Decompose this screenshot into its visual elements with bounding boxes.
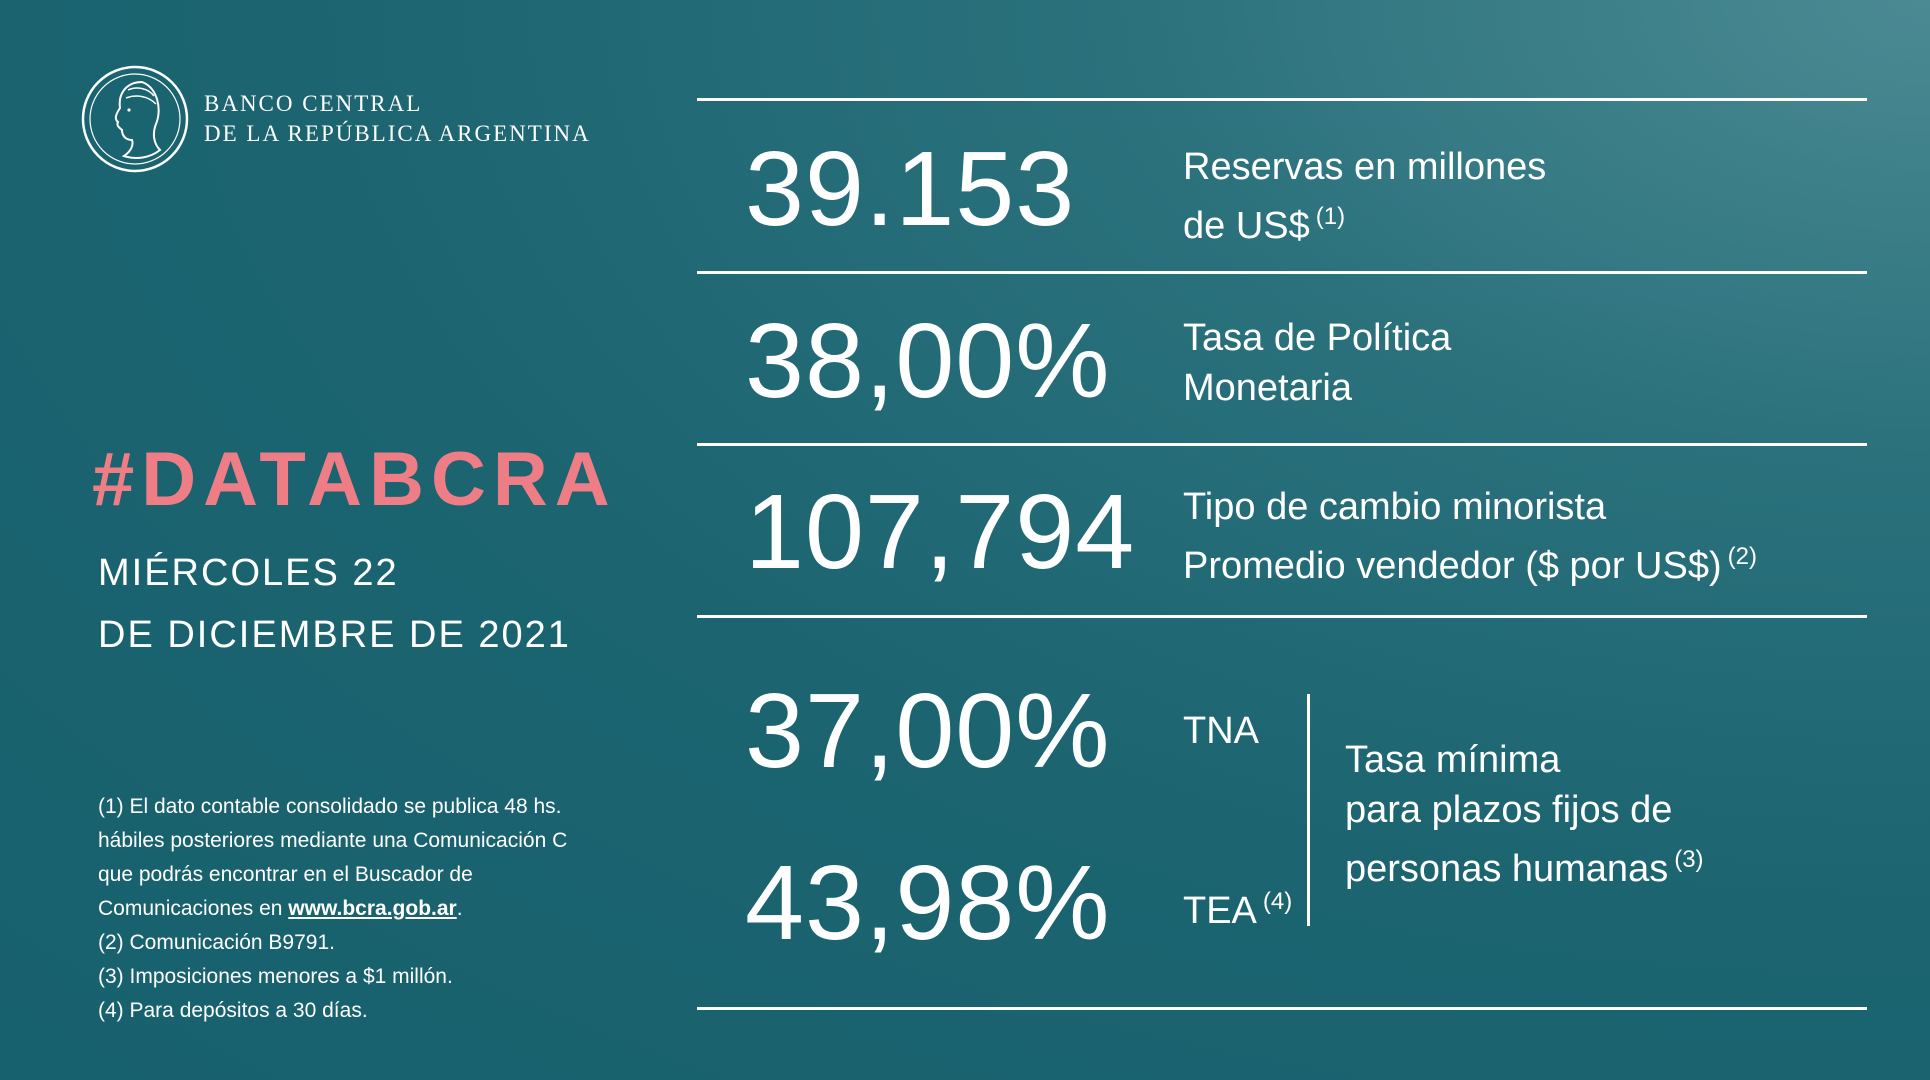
footnote-1-line2: hábiles posteriores mediante una Comunic… <box>98 829 568 852</box>
divider-3 <box>697 443 1867 446</box>
date-line1: MIÉRCOLES 22 <box>98 552 399 594</box>
reservas-label: Reservas en millones de US$ (1) <box>1183 142 1546 251</box>
bank-name: BANCO CENTRAL DE LA REPÚBLICA ARGENTINA <box>204 89 591 149</box>
footnotes: (1) El dato contable consolidado se publ… <box>98 790 567 1028</box>
plazo-fijo-desc-line1: Tasa mínima <box>1345 739 1561 781</box>
bank-name-line1: BANCO CENTRAL <box>204 91 423 116</box>
tna-label: TNA <box>1183 710 1259 752</box>
tipo-cambio-label: Tipo de cambio minorista Promedio vended… <box>1183 482 1757 591</box>
tea-label: TEA (4) <box>1183 888 1293 932</box>
divider-1 <box>697 98 1867 101</box>
divider-4 <box>697 615 1867 618</box>
footnote-1-line1: (1) El dato contable consolidado se publ… <box>98 795 562 818</box>
tasa-politica-value: 38,00% <box>745 302 1111 420</box>
tasa-politica-label-line2: Monetaria <box>1183 367 1352 409</box>
plazo-fijo-description: Tasa mínima para plazos fijos de persona… <box>1345 735 1704 894</box>
footnote-1-text: Comunicaciones en <box>98 897 289 920</box>
footnote-4: (4) Para depósitos a 30 días. <box>98 999 368 1022</box>
date-line2: DE DICIEMBRE DE 2021 <box>98 614 571 656</box>
reservas-footnote-ref: (1) <box>1315 203 1346 230</box>
tipo-cambio-label-line1: Tipo de cambio minorista <box>1183 486 1607 528</box>
divider-5 <box>697 1007 1867 1010</box>
footnote-1-line3: que podrás encontrar en el Buscador de <box>98 863 473 886</box>
tea-footnote-ref: (4) <box>1262 888 1293 915</box>
bank-name-line2: DE LA REPÚBLICA ARGENTINA <box>204 121 591 146</box>
vertical-divider <box>1307 694 1310 926</box>
reservas-label-line2: de US$ (1) <box>1183 203 1346 247</box>
tasa-politica-label-line1: Tasa de Política <box>1183 317 1452 359</box>
bcra-website-link[interactable]: www.bcra.gob.ar <box>288 897 457 920</box>
reservas-label-line1: Reservas en millones <box>1183 146 1547 188</box>
tea-value: 43,98% <box>745 844 1111 962</box>
plazo-fijo-desc-line2: para plazos fijos de <box>1345 789 1673 831</box>
bcra-seal-icon <box>81 65 189 173</box>
tipo-cambio-label-line2: Promedio vendedor ($ por US$) (2) <box>1183 543 1757 587</box>
plazo-fijo-footnote-ref: (3) <box>1674 846 1704 873</box>
tna-value: 37,00% <box>745 672 1111 790</box>
plazo-fijo-desc-line3: personas humanas (3) <box>1345 846 1704 890</box>
tasa-politica-label: Tasa de Política Monetaria <box>1183 313 1451 413</box>
date: MIÉRCOLES 22 DE DICIEMBRE DE 2021 <box>98 542 571 666</box>
tipo-cambio-footnote-ref: (2) <box>1727 543 1757 570</box>
divider-2 <box>697 271 1867 274</box>
footnote-1-line4: Comunicaciones en www.bcra.gob.ar. <box>98 892 567 926</box>
footnote-1-period: . <box>456 897 463 920</box>
hashtag-title: #DATABCRA <box>92 437 617 522</box>
tipo-cambio-value: 107,794 <box>745 473 1136 591</box>
bcra-logo: BANCO CENTRAL DE LA REPÚBLICA ARGENTINA <box>80 64 591 174</box>
footnote-3: (3) Imposiciones menores a $1 millón. <box>98 965 453 988</box>
reservas-value: 39.153 <box>745 130 1076 248</box>
footnote-2: (2) Comunicación B9791. <box>98 931 335 954</box>
